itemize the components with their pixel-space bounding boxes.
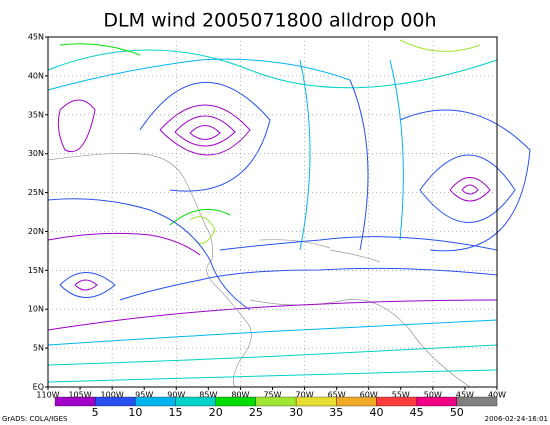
streamline [74, 279, 98, 291]
lon-label: 45W [456, 391, 474, 400]
colorbar-label: 30 [289, 406, 303, 419]
lon-label: 110W [36, 391, 59, 400]
streamline [139, 82, 271, 192]
streamline [389, 59, 404, 241]
streamline [59, 43, 141, 56]
colorbar-box [95, 396, 136, 407]
colorbar-label: 45 [410, 406, 424, 419]
coastline [47, 152, 252, 388]
streamline [47, 344, 498, 366]
lon-label: 105W [68, 391, 91, 400]
streamline [399, 39, 481, 52]
streamline [119, 267, 498, 301]
lon-label: 60W [360, 391, 378, 400]
streamline [461, 184, 479, 195]
streamline [189, 216, 216, 244]
lon-label: 65W [328, 391, 346, 400]
lon-label: 40W [488, 391, 506, 400]
streamline [299, 59, 311, 251]
streamline [169, 208, 231, 226]
lon-label: 95W [135, 391, 153, 400]
streamline [47, 369, 498, 383]
map-frame [47, 36, 498, 388]
colorbar-label: 20 [209, 406, 223, 419]
colorbar-box [456, 396, 498, 407]
lon-label: 55W [392, 391, 410, 400]
lat-label: 35N [28, 110, 44, 119]
colorbar-label: 25 [249, 406, 263, 419]
colorbar-label: 10 [128, 406, 142, 419]
streamline [399, 109, 531, 252]
title: DLM wind 2005071800 alldrop 00h [103, 10, 436, 32]
streamline [449, 177, 491, 202]
lat-label: 25N [28, 188, 44, 197]
lon-label: 70W [296, 391, 314, 400]
footer-right: 2006-02-24-16:01 [485, 415, 548, 423]
colorbar-label: 5 [92, 406, 99, 419]
colorbar-box [376, 396, 417, 407]
streamline [174, 115, 236, 147]
streamline [59, 272, 116, 298]
lon-label: 90W [167, 391, 185, 400]
lat-label: 45N [28, 33, 44, 42]
lon-label: 85W [199, 391, 217, 400]
streamline-field [47, 39, 531, 388]
colorbar-box [54, 396, 96, 407]
lat-label: 10N [28, 305, 44, 314]
lon-label: 75W [263, 391, 281, 400]
colorbar-box [295, 396, 337, 407]
lat-label: 40N [28, 71, 44, 80]
colorbar-box [135, 396, 176, 407]
colorbar-label: 15 [169, 406, 183, 419]
coastline [249, 239, 471, 388]
streamline [349, 79, 369, 251]
lat-label: 30N [28, 149, 44, 158]
streamline [47, 58, 351, 91]
streamline [47, 49, 498, 89]
streamline [419, 154, 516, 223]
colorbar-label: 35 [329, 406, 343, 419]
colorbar-box [215, 396, 257, 407]
lat-label: 15N [28, 266, 44, 275]
colorbar-box [255, 396, 297, 407]
lat-label: 5N [33, 344, 44, 353]
streamline [47, 299, 498, 331]
lat-label: EQ [33, 383, 44, 392]
lon-label: 80W [231, 391, 249, 400]
streamline [47, 198, 251, 311]
streamline [47, 319, 498, 346]
streamline [189, 125, 221, 140]
colorbar-box [336, 396, 377, 407]
lon-label: 100W [101, 391, 124, 400]
streamline [57, 99, 96, 152]
streamline [47, 232, 201, 256]
streamline [219, 236, 498, 251]
colorbar-box [416, 396, 457, 407]
colorbar-label: 40 [369, 406, 383, 419]
footer-left: GrADS: COLA/IGES [2, 415, 68, 423]
colorbar-box [175, 396, 216, 407]
streamline [159, 104, 251, 156]
colorbar-label: 50 [450, 406, 464, 419]
lon-label: 50W [424, 391, 442, 400]
lat-label: 20N [28, 227, 44, 236]
